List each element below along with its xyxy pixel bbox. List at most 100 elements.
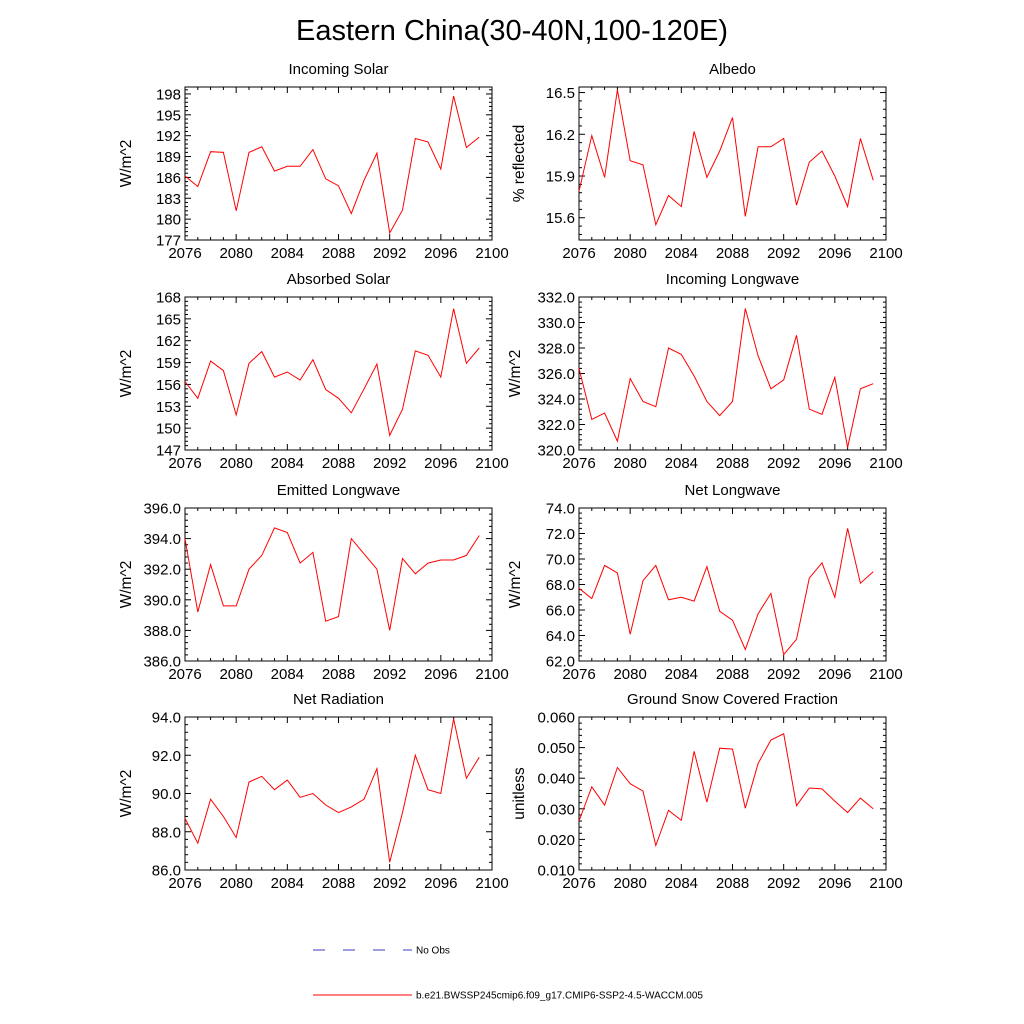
y-tick-label: 195 xyxy=(156,107,181,124)
x-tick-label: 2092 xyxy=(373,455,406,472)
y-tick-label: 153 xyxy=(156,399,181,416)
y-tick-label: 388.0 xyxy=(143,623,181,640)
panels: 2076 2080 2084 2088 2092 2096 2100 177 180 183 186… xyxy=(118,61,903,892)
panel-title: Net Radiation xyxy=(293,691,384,708)
panel-title: Ground Snow Covered Fraction xyxy=(627,691,838,708)
y-tick-label: 0.010 xyxy=(537,863,575,880)
figure-title: Eastern China(30-40N,100-120E) xyxy=(296,15,728,47)
x-tick-label: 2096 xyxy=(424,245,457,262)
y-tick-label: 332.0 xyxy=(537,290,575,307)
plot-frame xyxy=(184,507,493,662)
x-tick-label: 2080 xyxy=(613,666,646,683)
x-tick-label: 2096 xyxy=(424,455,457,472)
x-tick-label: 2092 xyxy=(767,455,800,472)
x-tick-label: 2092 xyxy=(767,245,800,262)
x-tick-label: 2088 xyxy=(322,455,355,472)
x-tick-label: 2096 xyxy=(818,245,851,262)
x-tick-label: 2084 xyxy=(665,666,698,683)
y-tick-label: 320.0 xyxy=(537,443,575,460)
y-tick-label: 189 xyxy=(156,149,181,166)
x-tick-label: 2084 xyxy=(665,455,698,472)
series-line xyxy=(578,528,874,656)
x-tick-label: 2088 xyxy=(716,245,749,262)
y-tick-label: 86.0 xyxy=(152,863,181,880)
series-line xyxy=(184,718,480,863)
y-tick-label: 64.0 xyxy=(546,628,575,645)
panel-title: Albedo xyxy=(709,61,756,78)
x-tick-label: 2100 xyxy=(869,875,902,892)
y-tick-label: 330.0 xyxy=(537,315,575,332)
y-tick-label: 186 xyxy=(156,170,181,187)
plot-frame xyxy=(578,296,887,451)
x-tick-label: 2080 xyxy=(219,875,252,892)
panel-emitted-longwave: 2076 2080 2084 2088 2092 2096 2100 386.0 388.0 39… xyxy=(118,482,509,683)
panel-title: Incoming Longwave xyxy=(666,271,799,288)
x-tick-label: 2092 xyxy=(767,875,800,892)
y-axis-label: W/m^2 xyxy=(507,561,524,609)
y-tick-label: 180 xyxy=(156,212,181,229)
x-tick-label: 2076 xyxy=(168,455,201,472)
y-axis-label: W/m^2 xyxy=(118,350,135,398)
panel-albedo: 2076 2080 2084 2088 2092 2096 2100 15.6 15.9 16.2… xyxy=(511,61,903,262)
y-tick-label: 165 xyxy=(156,311,181,328)
plot-frame xyxy=(578,716,887,871)
panel-title: Absorbed Solar xyxy=(287,271,390,288)
panel-net-longwave: 2076 2080 2084 2088 2092 2096 2100 62.0 64.0 66.0… xyxy=(507,482,903,683)
y-tick-label: 70.0 xyxy=(546,552,575,569)
y-tick-label: 62.0 xyxy=(546,654,575,671)
x-tick-label: 2096 xyxy=(818,455,851,472)
y-tick-label: 394.0 xyxy=(143,531,181,548)
y-tick-label: 177 xyxy=(156,233,181,250)
y-tick-label: 392.0 xyxy=(143,562,181,579)
y-tick-label: 168 xyxy=(156,290,181,307)
y-tick-label: 390.0 xyxy=(143,592,181,609)
x-tick-label: 2096 xyxy=(818,875,851,892)
y-tick-label: 192 xyxy=(156,128,181,145)
y-tick-label: 386.0 xyxy=(143,654,181,671)
y-tick-label: 328.0 xyxy=(537,341,575,358)
y-tick-label: 15.9 xyxy=(546,169,575,186)
x-tick-label: 2088 xyxy=(716,455,749,472)
panel-incoming-longwave: 2076 2080 2084 2088 2092 2096 2100 320.0 322.0 32… xyxy=(507,271,903,472)
panel-net-radiation: 2076 2080 2084 2088 2092 2096 2100 86.0 88.0 90.0… xyxy=(118,691,509,892)
panel-ground-snow-covered-fraction: 2076 2080 2084 2088 2092 2096 2100 0.010 0.020 0.… xyxy=(511,691,903,892)
y-tick-label: 88.0 xyxy=(152,824,181,841)
x-tick-label: 2096 xyxy=(818,666,851,683)
y-tick-label: 162 xyxy=(156,333,181,350)
series-line xyxy=(578,308,874,448)
series-line xyxy=(184,95,480,235)
x-tick-label: 2076 xyxy=(562,455,595,472)
y-tick-label: 0.030 xyxy=(537,801,575,818)
y-tick-label: 159 xyxy=(156,355,181,372)
x-tick-label: 2100 xyxy=(869,245,902,262)
plot-frame xyxy=(184,86,493,241)
y-tick-label: 15.6 xyxy=(546,210,575,227)
y-tick-label: 156 xyxy=(156,377,181,394)
x-tick-label: 2080 xyxy=(613,455,646,472)
x-tick-label: 2088 xyxy=(322,875,355,892)
x-tick-label: 2080 xyxy=(219,666,252,683)
plot-frame xyxy=(184,296,493,451)
panel-title: Incoming Solar xyxy=(288,61,388,78)
y-axis-label: W/m^2 xyxy=(118,561,135,609)
y-tick-label: 322.0 xyxy=(537,417,575,434)
x-tick-label: 2100 xyxy=(475,666,508,683)
y-tick-label: 0.050 xyxy=(537,740,575,757)
plot-frame xyxy=(184,716,493,871)
panel-incoming-solar: 2076 2080 2084 2088 2092 2096 2100 177 180 183 186… xyxy=(118,61,509,262)
x-tick-label: 2084 xyxy=(271,875,304,892)
y-axis-label: W/m^2 xyxy=(507,350,524,398)
y-tick-label: 0.040 xyxy=(537,771,575,788)
x-tick-label: 2092 xyxy=(373,666,406,683)
x-tick-label: 2076 xyxy=(168,245,201,262)
y-tick-label: 72.0 xyxy=(546,526,575,543)
y-axis-label: W/m^2 xyxy=(118,770,135,818)
y-tick-label: 324.0 xyxy=(537,392,575,409)
x-tick-label: 2076 xyxy=(562,875,595,892)
y-tick-label: 0.020 xyxy=(537,832,575,849)
series-line xyxy=(578,733,874,848)
y-tick-label: 396.0 xyxy=(143,501,181,518)
y-tick-label: 147 xyxy=(156,443,181,460)
x-tick-label: 2076 xyxy=(168,875,201,892)
